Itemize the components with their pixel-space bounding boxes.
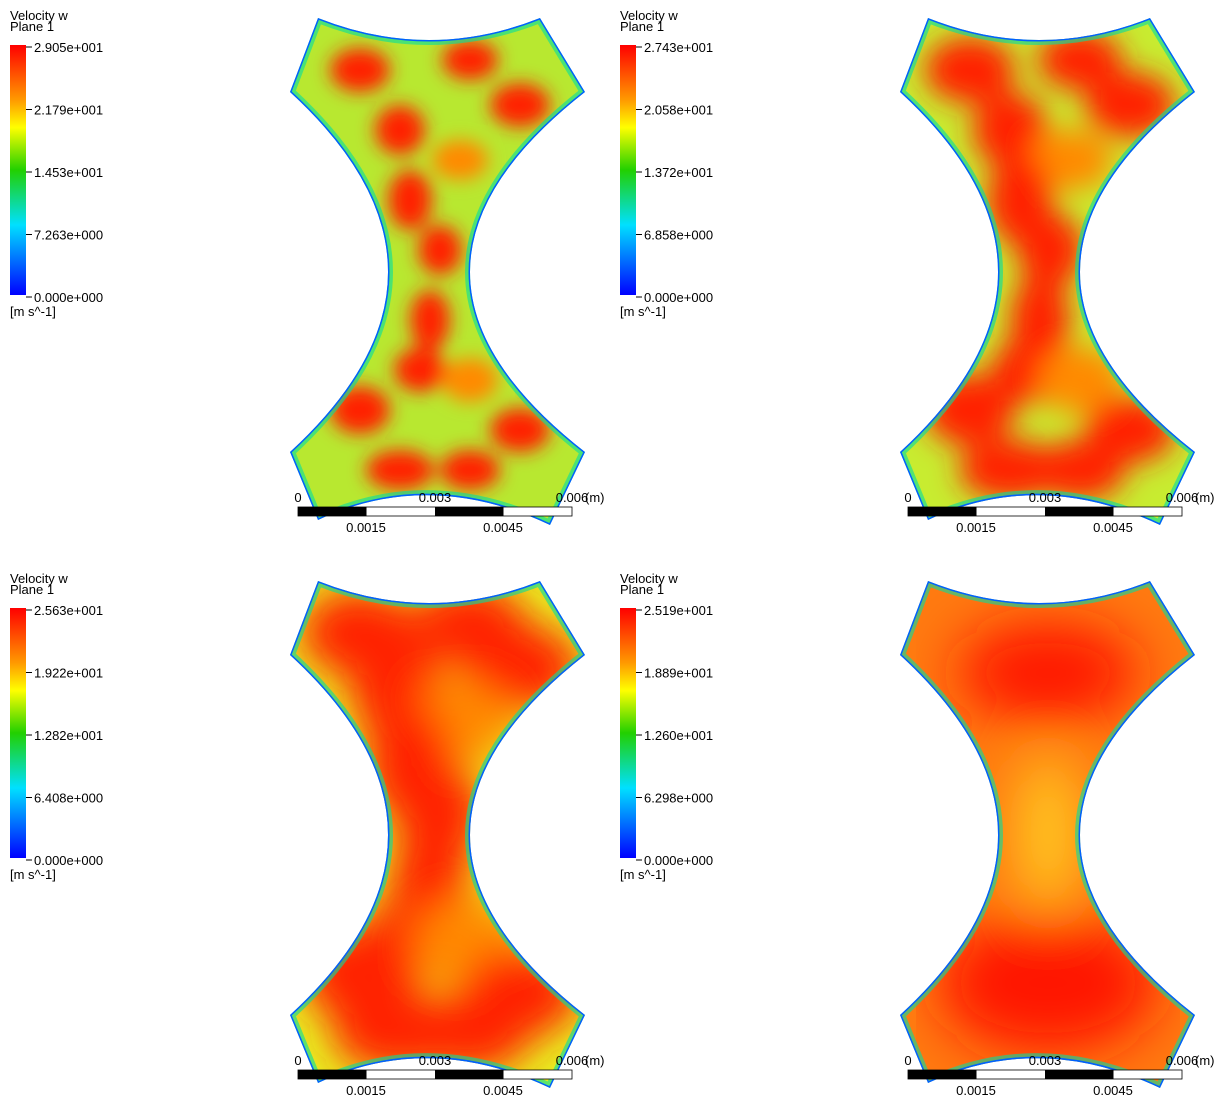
legend-subtitle: Plane 1: [10, 582, 54, 597]
scale-label: 0.0015: [346, 520, 386, 535]
contour-blob: [442, 358, 498, 402]
scale-label: 0.0045: [483, 1083, 523, 1098]
contour-blob: [418, 225, 462, 275]
scale-segment: [435, 1070, 504, 1079]
scale-segment: [908, 1070, 977, 1079]
legend-tick-label: 6.408e+000: [34, 791, 103, 806]
scale-label: 0.0015: [956, 520, 996, 535]
contour-blob: [490, 83, 550, 127]
legend-tick-label: 2.058e+001: [644, 103, 713, 118]
scale-segment: [298, 507, 367, 516]
scale-segment: [1045, 507, 1114, 516]
contour-blob: [442, 40, 498, 80]
scale-label: 0.0045: [1093, 520, 1133, 535]
scale-segment: [298, 1070, 367, 1079]
scale-segment: [435, 507, 504, 516]
scale-label: 0.0045: [1093, 1083, 1133, 1098]
legend-tick-label: 6.298e+000: [644, 791, 713, 806]
scale-label: 0.006: [556, 1053, 589, 1068]
legend-tick-label: 1.922e+001: [34, 666, 103, 681]
scale-segment: [908, 507, 977, 516]
legend-unit: [m s^-1]: [10, 304, 56, 319]
contour-blob: [432, 140, 488, 180]
scale-segment: [1045, 1070, 1114, 1079]
color-bar: [620, 45, 636, 295]
scale-label: 0.003: [419, 1053, 452, 1068]
legend-unit: [m s^-1]: [620, 867, 666, 882]
scale-label: 0: [904, 490, 911, 505]
contour-blob: [366, 450, 434, 490]
legend-tick-label: 2.519e+001: [644, 603, 713, 618]
legend-unit: [m s^-1]: [10, 867, 56, 882]
contour-blob: [330, 386, 390, 434]
scale-label: 0.003: [419, 490, 452, 505]
scale-label: 0.0015: [346, 1083, 386, 1098]
legend-tick-label: 0.000e+000: [644, 290, 713, 305]
contour-blob: [958, 623, 1138, 723]
contour-blob: [1085, 72, 1175, 138]
scale-label: 0.006: [1166, 1053, 1199, 1068]
color-bar: [620, 608, 636, 858]
legend-subtitle: Plane 1: [620, 19, 664, 34]
scale-label: 0: [904, 1053, 911, 1068]
contour: [900, 581, 1195, 1088]
scale-label: 0.006: [1166, 490, 1199, 505]
contour-blob: [330, 48, 390, 92]
legend-tick-label: 7.263e+000: [34, 228, 103, 243]
contour-blob: [925, 374, 1015, 446]
legend-tick-label: 1.889e+001: [644, 666, 713, 681]
legend-tick-label: 0.000e+000: [644, 853, 713, 868]
contour: [290, 581, 585, 1088]
figure: Velocity wPlane 12.905e+0012.179e+0011.4…: [0, 0, 1226, 1102]
contour-blob: [388, 170, 432, 230]
scale-label: 0.0015: [956, 1083, 996, 1098]
scale-unit: (m): [1195, 1053, 1215, 1068]
legend-tick-label: 2.563e+001: [34, 603, 103, 618]
contour-blob: [925, 37, 1015, 103]
contour-blob: [1018, 753, 1078, 913]
legend-tick-label: 0.000e+000: [34, 853, 103, 868]
legend-tick-label: 6.858e+000: [644, 228, 713, 243]
legend-tick-label: 1.372e+001: [644, 165, 713, 180]
scale-label: 0: [294, 1053, 301, 1068]
contour-blob: [1017, 213, 1083, 288]
contour-blob: [410, 290, 450, 350]
legend-subtitle: Plane 1: [620, 582, 664, 597]
legend-tick-label: 1.260e+001: [644, 728, 713, 743]
scale-label: 0.006: [556, 490, 589, 505]
color-bar: [10, 45, 26, 295]
scale-label: 0.0045: [483, 520, 523, 535]
contour-blob: [375, 105, 425, 155]
legend-subtitle: Plane 1: [10, 19, 54, 34]
contour: [290, 18, 585, 525]
legend-tick-label: 2.743e+001: [644, 40, 713, 55]
legend-tick-label: 1.282e+001: [34, 728, 103, 743]
contour-blob: [440, 450, 500, 490]
scale-label: 0: [294, 490, 301, 505]
contour: [900, 18, 1195, 525]
scale-unit: (m): [585, 1053, 605, 1068]
legend-tick-label: 0.000e+000: [34, 290, 103, 305]
legend-tick-label: 1.453e+001: [34, 165, 103, 180]
contour-blobs: [938, 623, 1158, 1053]
scale-label: 0.003: [1029, 490, 1062, 505]
scale-unit: (m): [585, 490, 605, 505]
color-bar: [10, 608, 26, 858]
contour-blobs: [300, 583, 580, 1073]
legend-unit: [m s^-1]: [620, 304, 666, 319]
legend-tick-label: 2.179e+001: [34, 103, 103, 118]
legend-tick-label: 2.905e+001: [34, 40, 103, 55]
scale-unit: (m): [1195, 490, 1215, 505]
contour-blob: [394, 348, 446, 392]
scale-label: 0.003: [1029, 1053, 1062, 1068]
